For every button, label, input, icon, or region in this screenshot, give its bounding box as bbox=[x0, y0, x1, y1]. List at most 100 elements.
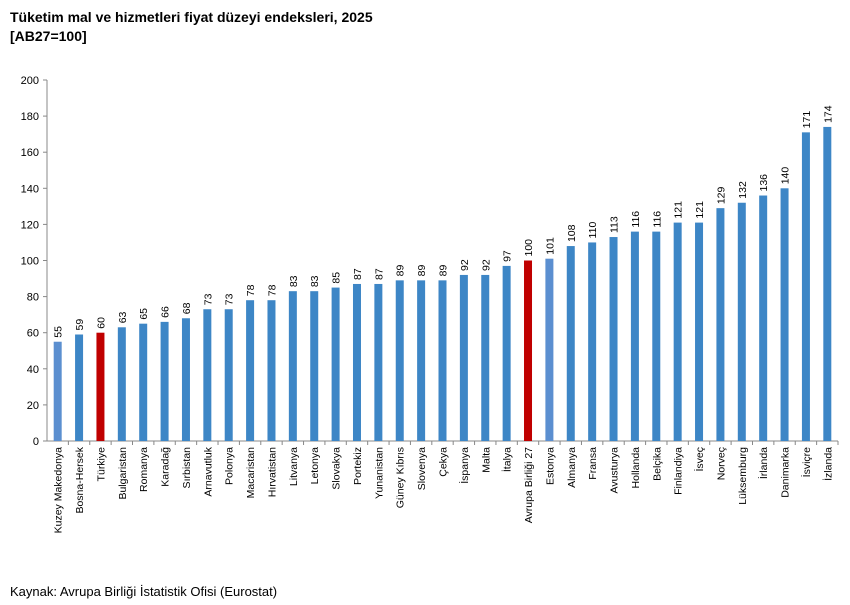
bar-chart: 0 20 40 60 80 100 120 140 160 180 200 55 Kuzey Maked… bbox=[21, 75, 839, 534]
x-tick-label: Hollanda bbox=[630, 447, 642, 489]
chart-title: Tüketim mal ve hizmetleri fiyat düzeyi e… bbox=[10, 8, 373, 46]
bar bbox=[374, 283, 383, 441]
x-tick-label: Hırvatistan bbox=[266, 447, 278, 497]
x-tick-label: İzlanda bbox=[821, 447, 834, 481]
bar bbox=[160, 321, 169, 441]
x-tick-label: Estonya bbox=[544, 447, 556, 485]
data-label: 108 bbox=[566, 224, 578, 242]
bar bbox=[438, 280, 447, 441]
bar bbox=[737, 202, 746, 441]
data-label: 87 bbox=[373, 268, 385, 280]
bar bbox=[588, 242, 597, 441]
x-tick-label: İtalya bbox=[501, 447, 514, 472]
bar bbox=[181, 318, 190, 441]
data-label: 113 bbox=[609, 216, 621, 233]
x-tick-label: Slovenya bbox=[416, 447, 428, 490]
x-tick-label: Kuzey Makedonya bbox=[53, 447, 65, 534]
data-label: 87 bbox=[352, 268, 364, 280]
x-tick-label: Karadağ bbox=[160, 447, 172, 487]
data-label: 66 bbox=[160, 306, 172, 318]
data-label: 89 bbox=[416, 265, 428, 277]
x-tick-label: İsviçre bbox=[800, 447, 813, 477]
bar bbox=[246, 300, 255, 441]
x-tick-label: Belçika bbox=[651, 447, 663, 481]
bar bbox=[481, 274, 490, 441]
data-label: 171 bbox=[801, 111, 813, 129]
bar bbox=[524, 260, 533, 441]
x-tick-label: Avrupa Birliği 27 bbox=[523, 447, 535, 523]
bar bbox=[267, 300, 276, 441]
bar bbox=[139, 323, 148, 441]
bar bbox=[630, 231, 639, 441]
y-tick-label: 20 bbox=[27, 400, 39, 412]
bar bbox=[395, 280, 404, 441]
x-tick-label: Portekiz bbox=[352, 447, 364, 485]
data-label: 65 bbox=[138, 308, 150, 320]
y-tick-label: 140 bbox=[21, 183, 39, 195]
y-tick-label: 40 bbox=[27, 364, 39, 376]
data-label: 110 bbox=[587, 222, 599, 239]
bar bbox=[566, 246, 575, 441]
data-label: 83 bbox=[309, 275, 321, 287]
x-tick-label: Norveç bbox=[715, 447, 727, 480]
data-label: 116 bbox=[651, 211, 663, 228]
bar bbox=[823, 126, 832, 442]
bar bbox=[673, 222, 682, 441]
bar bbox=[695, 222, 704, 441]
data-label: 55 bbox=[53, 326, 65, 338]
chart-title-line1: Tüketim mal ve hizmetleri fiyat düzeyi e… bbox=[10, 9, 373, 25]
bar bbox=[53, 341, 62, 441]
x-tick-label: Bulgaristan bbox=[117, 447, 129, 500]
bar bbox=[288, 291, 297, 441]
x-tick-label: Finlandiya bbox=[673, 447, 685, 495]
x-tick-label: Arnavutluk bbox=[202, 446, 214, 496]
x-tick-label: Yunanistan bbox=[373, 447, 385, 499]
bar bbox=[459, 274, 468, 441]
data-label: 116 bbox=[630, 211, 642, 228]
x-tick-label: Fransa bbox=[587, 447, 599, 480]
bar bbox=[417, 280, 426, 441]
x-tick-label: İsveç bbox=[693, 447, 706, 472]
data-label: 121 bbox=[673, 201, 685, 219]
data-label: 132 bbox=[737, 181, 749, 199]
data-label: 92 bbox=[459, 259, 471, 271]
x-tick-label: Türkiye bbox=[95, 447, 107, 482]
data-label: 92 bbox=[480, 259, 492, 271]
data-label: 83 bbox=[288, 275, 300, 287]
bar bbox=[352, 283, 361, 441]
bar bbox=[203, 309, 212, 441]
y-tick-label: 120 bbox=[21, 219, 39, 231]
bar bbox=[759, 195, 768, 441]
x-tick-label: Güney Kıbrıs bbox=[395, 447, 407, 508]
bar bbox=[310, 291, 319, 441]
y-tick-label: 160 bbox=[21, 147, 39, 159]
data-label: 89 bbox=[395, 265, 407, 277]
bar bbox=[224, 309, 233, 441]
x-tick-label: Bosna-Hersek bbox=[74, 446, 86, 513]
bar bbox=[502, 265, 511, 441]
x-tick-label: Slovakya bbox=[331, 447, 343, 490]
data-label: 100 bbox=[523, 239, 535, 257]
y-tick-label: 80 bbox=[27, 292, 39, 304]
data-label: 136 bbox=[758, 174, 770, 192]
x-tick-label: Danimarka bbox=[780, 447, 792, 498]
x-tick-label: İspanya bbox=[458, 447, 471, 484]
x-tick-label: Lüksemburg bbox=[737, 447, 749, 505]
y-tick-label: 180 bbox=[21, 111, 39, 123]
bar bbox=[652, 231, 661, 441]
bar bbox=[117, 327, 126, 441]
x-tick-label: Sırbistan bbox=[181, 447, 193, 489]
bar bbox=[96, 332, 105, 441]
source-note: Kaynak: Avrupa Birliği İstatistik Ofisi … bbox=[10, 584, 278, 599]
y-tick-label: 100 bbox=[21, 256, 39, 268]
bar bbox=[801, 132, 810, 441]
data-label: 60 bbox=[95, 317, 107, 329]
chart-title-line2: [AB27=100] bbox=[10, 28, 87, 44]
x-tick-label: Letonya bbox=[309, 447, 321, 485]
data-label: 78 bbox=[266, 284, 278, 296]
data-label: 89 bbox=[438, 265, 450, 277]
x-tick-label: Almanya bbox=[566, 447, 578, 488]
bar bbox=[331, 287, 340, 441]
data-label: 174 bbox=[822, 105, 834, 123]
y-tick-label: 60 bbox=[27, 328, 39, 340]
